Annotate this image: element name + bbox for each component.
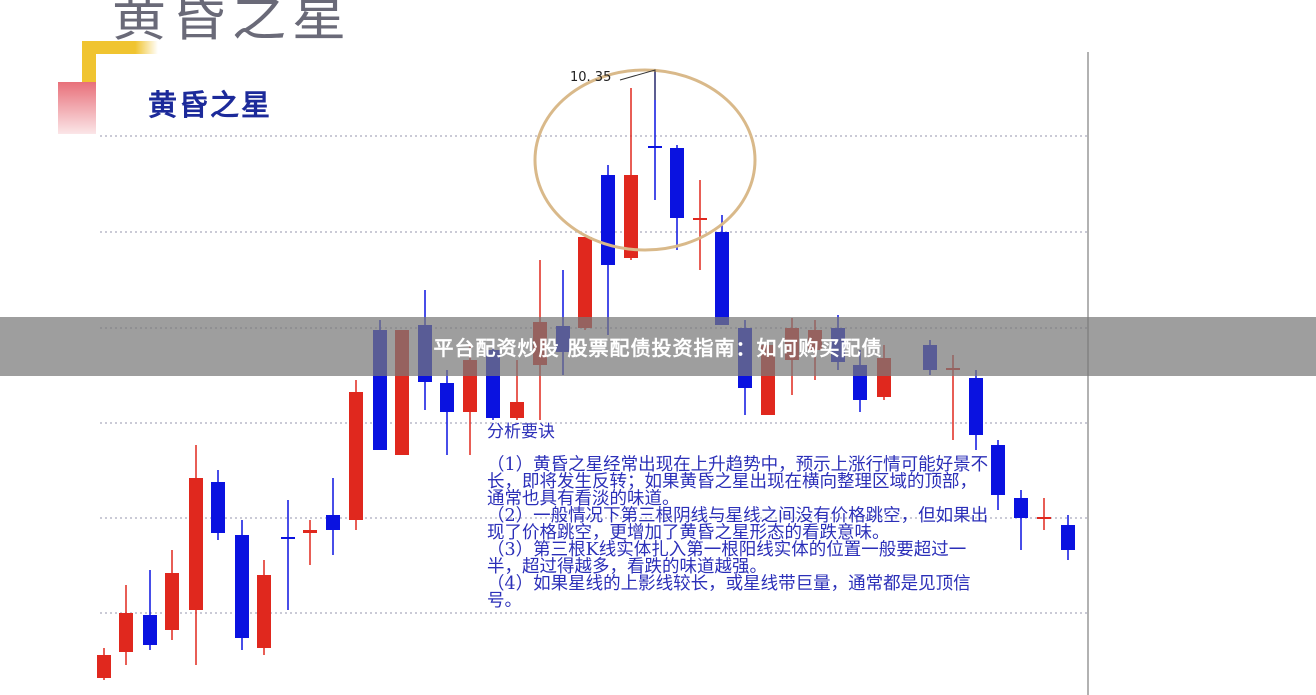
decorative-block-red xyxy=(58,82,98,134)
title-banner[interactable]: 平台配资炒股 股票配债投资指南：如何购买配债 xyxy=(0,317,1316,376)
candle-body xyxy=(715,232,729,325)
candle-body xyxy=(648,146,662,148)
analysis-point: （1）黄昏之星经常出现在上升趋势中，预示上涨行情可能好景不长，即将发生反转；如果… xyxy=(487,455,989,509)
slide-title: 黄昏之星 xyxy=(112,0,352,48)
candle-body xyxy=(1014,498,1028,518)
candle-body xyxy=(624,175,638,258)
candle-body xyxy=(349,392,363,520)
slide-panel xyxy=(96,54,216,134)
analysis-text: 分析要诀 （1）黄昏之星经常出现在上升趋势中，预示上涨行情可能好景不长，即将发生… xyxy=(487,424,992,610)
candle-body xyxy=(165,573,179,630)
candle-body xyxy=(991,445,1005,495)
candle-body xyxy=(119,613,133,652)
candle-body xyxy=(693,218,707,220)
price-leader-line xyxy=(619,69,656,100)
analysis-point: （2）一般情况下第三根阴线与星线之间没有价格跳空，但如果出现了价格跳空，更增加了… xyxy=(487,506,989,543)
analysis-point: （3）第三根K线实体扎入第一根阳线实体的位置一般要超过一半，超过得越多，看跌的味… xyxy=(487,540,967,577)
analysis-heading: 分析要诀 xyxy=(487,422,555,442)
candle-body xyxy=(326,515,340,530)
candle-body xyxy=(97,655,111,678)
highlight-circle xyxy=(533,68,757,252)
candle-body xyxy=(1061,525,1075,550)
candle-body xyxy=(440,383,454,412)
decorative-bar-yellow xyxy=(82,41,158,54)
candle-body xyxy=(578,237,592,328)
candle-body xyxy=(189,478,203,610)
candle-body xyxy=(670,148,684,218)
chart-subtitle: 黄昏之星 xyxy=(148,88,273,122)
analysis-point: （4）如果星线的上影线较长，或星线带巨量，通常都是见顶信号。 xyxy=(487,574,971,611)
candle-body xyxy=(211,482,225,533)
price-annotation: 10. 35 xyxy=(570,70,612,85)
candle-body xyxy=(235,535,249,638)
banner-title[interactable]: 平台配资炒股 股票配债投资指南：如何购买配债 xyxy=(433,336,883,360)
candle-body xyxy=(143,615,157,645)
candle-body xyxy=(257,575,271,648)
candle-body xyxy=(601,175,615,265)
candle-body xyxy=(969,378,983,435)
candle-body xyxy=(281,537,295,539)
candle-body xyxy=(1037,517,1051,519)
candle-body xyxy=(303,530,317,533)
candle-body xyxy=(510,402,524,418)
